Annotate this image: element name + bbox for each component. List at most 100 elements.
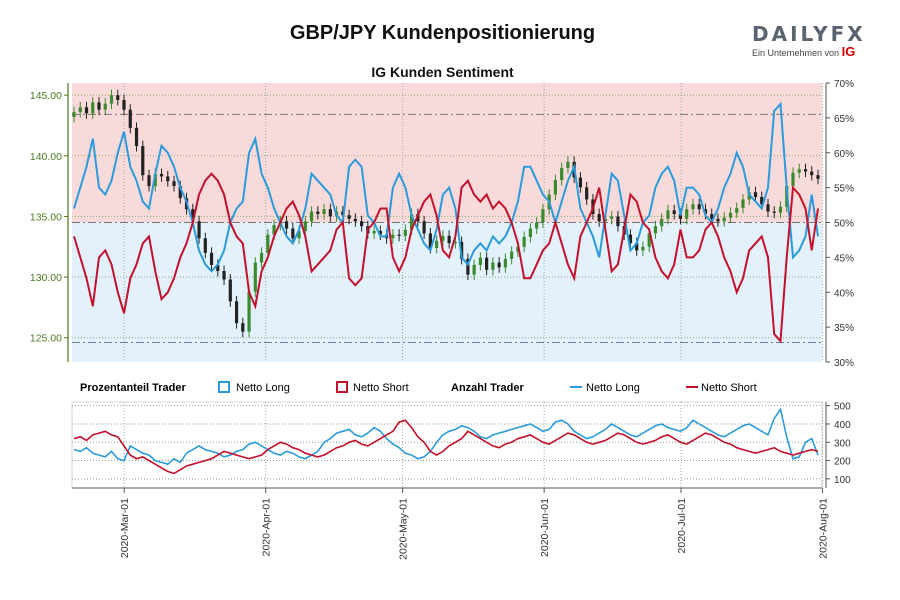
candle-body [303,221,307,231]
candle-body [166,176,170,182]
logo-brand: DAILYFX [752,22,866,46]
candle-body [678,214,683,219]
candle-body [191,209,195,222]
candle-body [203,238,207,253]
candle-body [760,197,764,205]
percent-tick-label: 55% [834,184,854,195]
count-panel-axes: 100 200 300 400 500 [825,402,851,488]
price-tick-label: 125.00 [30,333,62,345]
price-tick-label: 140.00 [30,151,62,163]
candle-body [535,222,539,229]
candle-body [309,211,314,222]
candle-body [735,207,739,213]
candle-body [447,235,451,244]
count-tick-label: 500 [834,402,851,413]
candle-body [397,234,401,236]
candle-body [778,206,783,213]
candle-body [628,234,633,244]
candle-body [259,252,264,263]
candle-body [722,217,726,222]
count-panel-frame [71,401,823,489]
legend-pct-long-swatch [218,381,230,393]
long-zone [72,222,822,362]
x-tick-label: 2020-Jun-01 [539,498,551,557]
percent-tick-label: 30% [834,358,854,369]
candle-body [566,161,570,168]
dailyfx-logo: DAILYFX Ein Unternehmen von IG [752,22,872,59]
candle-body [128,109,132,128]
candle-body [635,243,639,251]
candle-body [172,181,176,187]
candle-body [772,211,776,213]
x-axis: 2020-Mar-01 2020-Apr-01 2020-May-01 2020-Ju… [72,487,830,560]
count-tick-label: 200 [834,457,851,468]
main-panel-grid [72,83,824,362]
candle-body [528,228,533,238]
legend-pct-long: Netto Long [236,382,290,394]
candle-body [685,209,689,219]
candle-body [697,204,701,210]
candle-body [378,230,382,235]
candle-body [810,171,814,176]
legend-pct-short-swatch [336,381,348,393]
candle-body [297,230,301,239]
candle-body [585,187,589,200]
candle-body [91,102,95,114]
price-tick-label: 135.00 [30,211,62,223]
legend-pct-short: Netto Short [353,382,409,394]
count-tick-label: 300 [834,438,851,449]
candle-body [134,127,139,147]
chart-title: GBP/JPY Kundenpositionierung [289,22,596,44]
candle-body [741,199,745,208]
candle-body [435,240,439,248]
candle-body [247,291,251,332]
percent-tick-label: 45% [834,253,854,264]
candle-body [391,234,395,239]
x-tick-label: 2020-Mar-01 [119,498,131,558]
candle-body [653,226,658,234]
candle-body [610,216,614,219]
candle-body [497,262,501,268]
count-netto-short-line [73,419,819,475]
candle-body [109,95,114,104]
count-netto-long-line [73,407,819,466]
candle-body [97,102,101,110]
legend: Prozentanteil Trader Netto Long Netto Sh… [80,381,757,394]
percent-tick-label: 70% [834,79,854,90]
candle-body [766,204,770,212]
chart-subtitle: IG Kunden Sentiment [371,64,514,80]
netto-long-percent-line [73,101,819,273]
candle-body [216,264,220,272]
candle-body [803,169,808,172]
candle-body [209,252,214,265]
candle-body [597,214,601,222]
candle-body [78,107,82,113]
candle-body [234,301,239,324]
legend-count-short: Netto Short [701,382,757,394]
candle-body [710,214,714,219]
candle-body [466,258,470,275]
candle-body [428,233,432,248]
percent-tick-label: 65% [834,114,854,125]
logo-parent: IG [841,44,856,59]
candle-body [116,95,120,100]
candle-body [516,246,520,252]
logo-tagline: Ein Unternehmen von [752,48,840,58]
x-tick-label: 2020-Aug-01 [818,498,830,559]
candle-body [660,218,664,227]
candle-body [478,257,482,265]
candle-body [510,251,514,259]
candle-body [328,209,332,217]
legend-pct-title: Prozentanteil Trader [80,382,186,394]
candle-body [284,221,289,229]
logo-wordmark: DAILYFX [752,22,872,46]
candle-body [616,216,620,227]
candle-body [753,192,758,198]
candle-body [491,262,495,270]
x-tick-label: 2020-Jul-01 [676,498,688,554]
candle-body [578,177,583,188]
count-panel-grid [71,401,824,489]
x-tick-label: 2020-May-01 [398,498,410,560]
candle-body [197,221,201,239]
candle-body [241,323,245,332]
